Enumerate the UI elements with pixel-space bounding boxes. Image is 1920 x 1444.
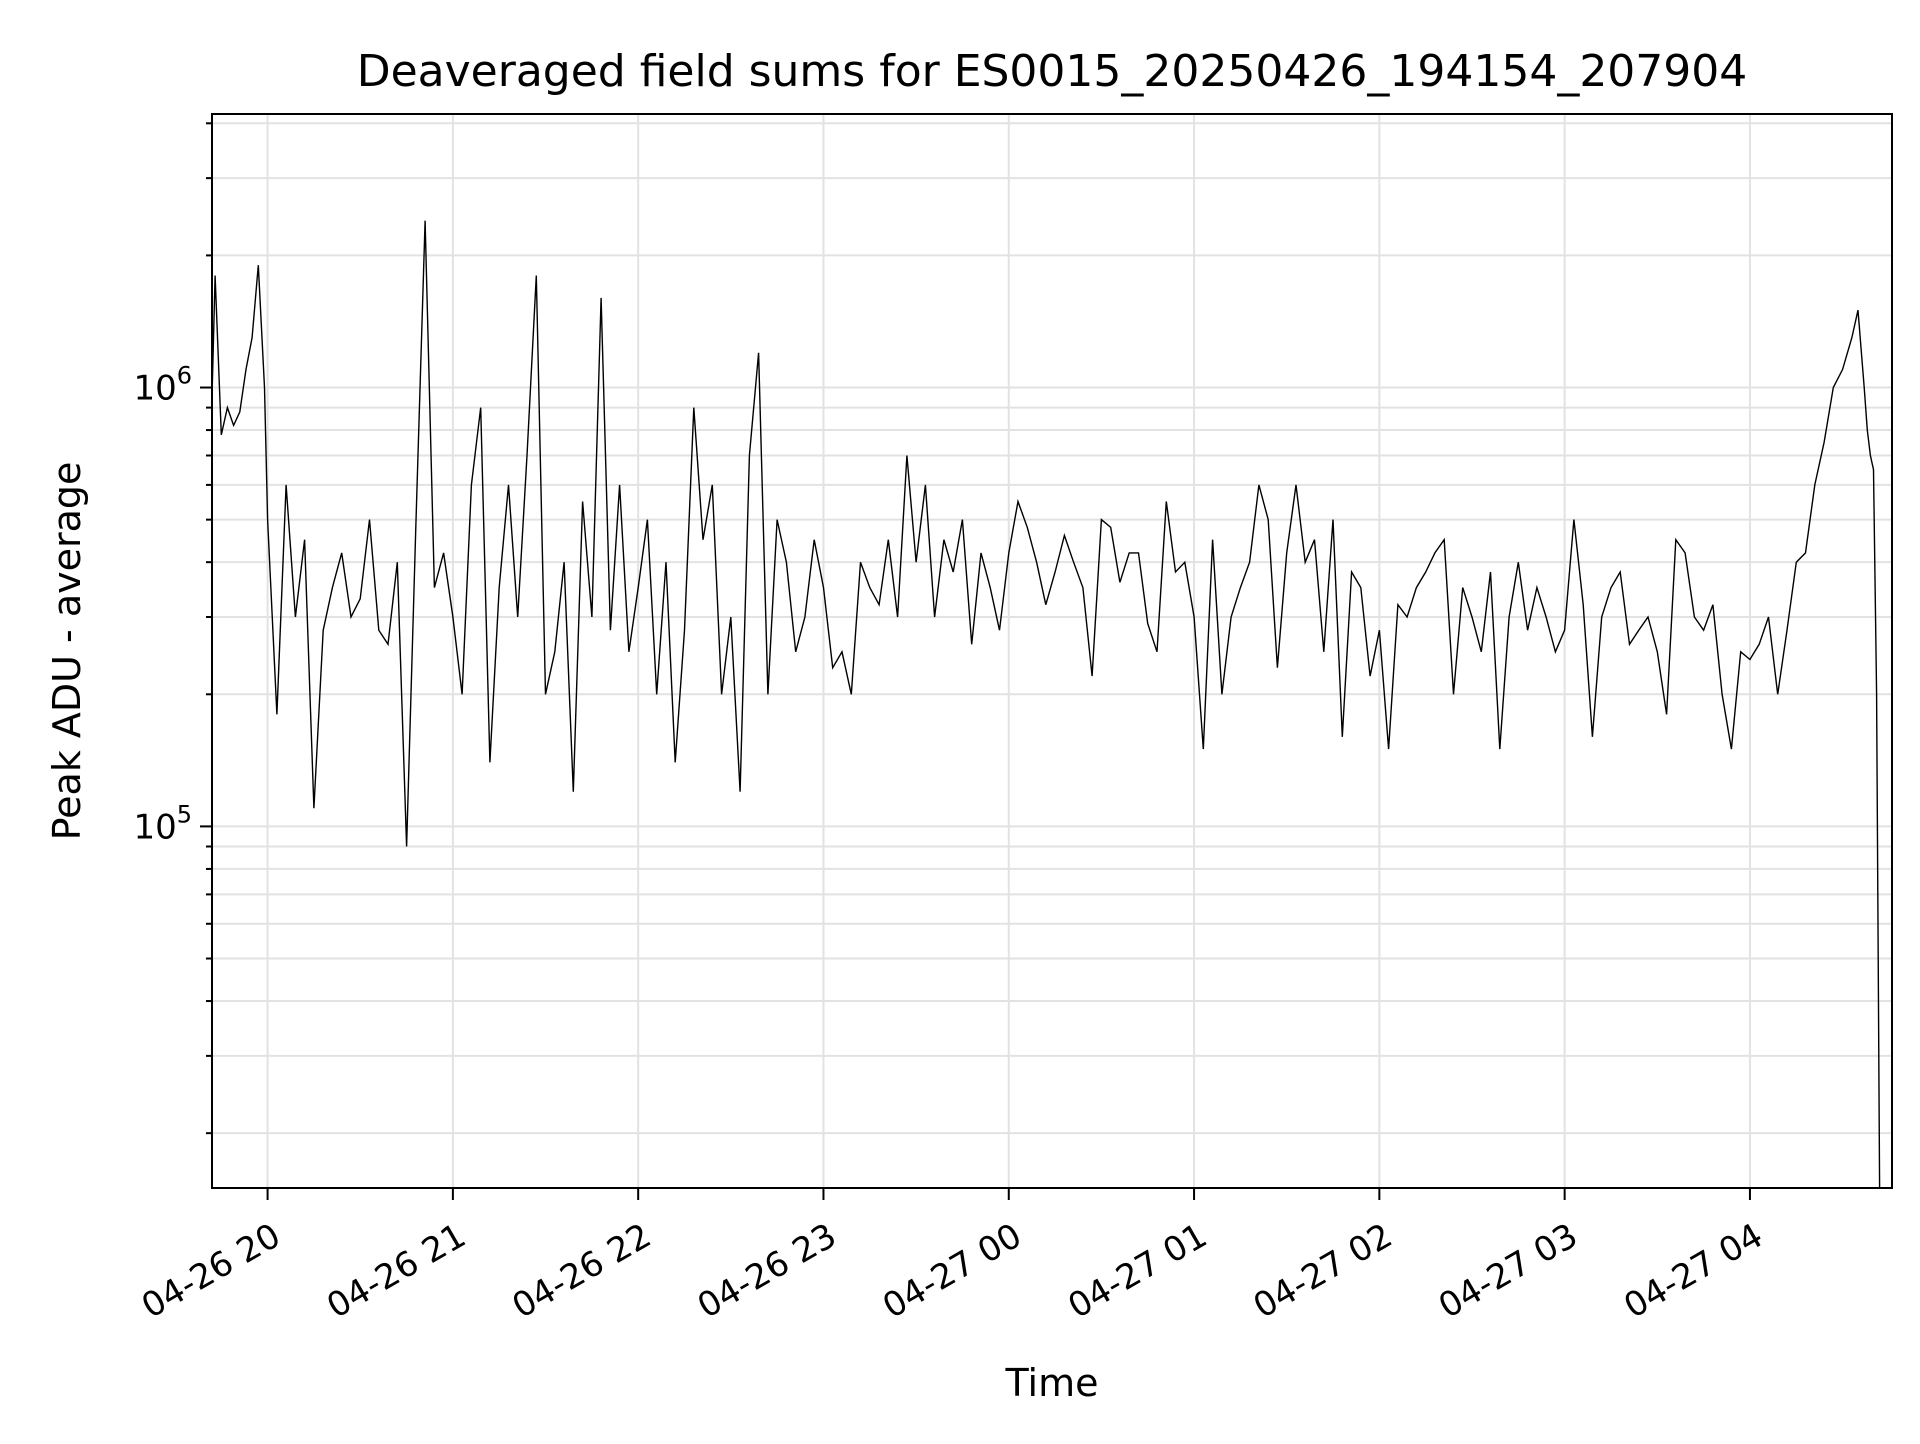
grid-lines [212, 114, 1892, 1188]
y-tick-exponent: 6 [177, 362, 192, 390]
y-tick-exponent: 5 [177, 800, 192, 828]
x-axis-label: Time [1005, 1361, 1099, 1405]
data-series [211, 220, 1881, 1189]
chart-title: Deaveraged field sums for ES0015_2025042… [357, 46, 1748, 97]
plot-frame [211, 113, 1893, 1189]
series-line [211, 220, 1881, 1189]
y-tick-mantissa: 10 [133, 807, 176, 847]
y-axis-label: Peak ADU - average [45, 462, 89, 841]
y-tick-label: 106 [133, 362, 192, 409]
y-tick-mantissa: 10 [133, 369, 176, 409]
y-tick-label: 105 [133, 800, 192, 847]
